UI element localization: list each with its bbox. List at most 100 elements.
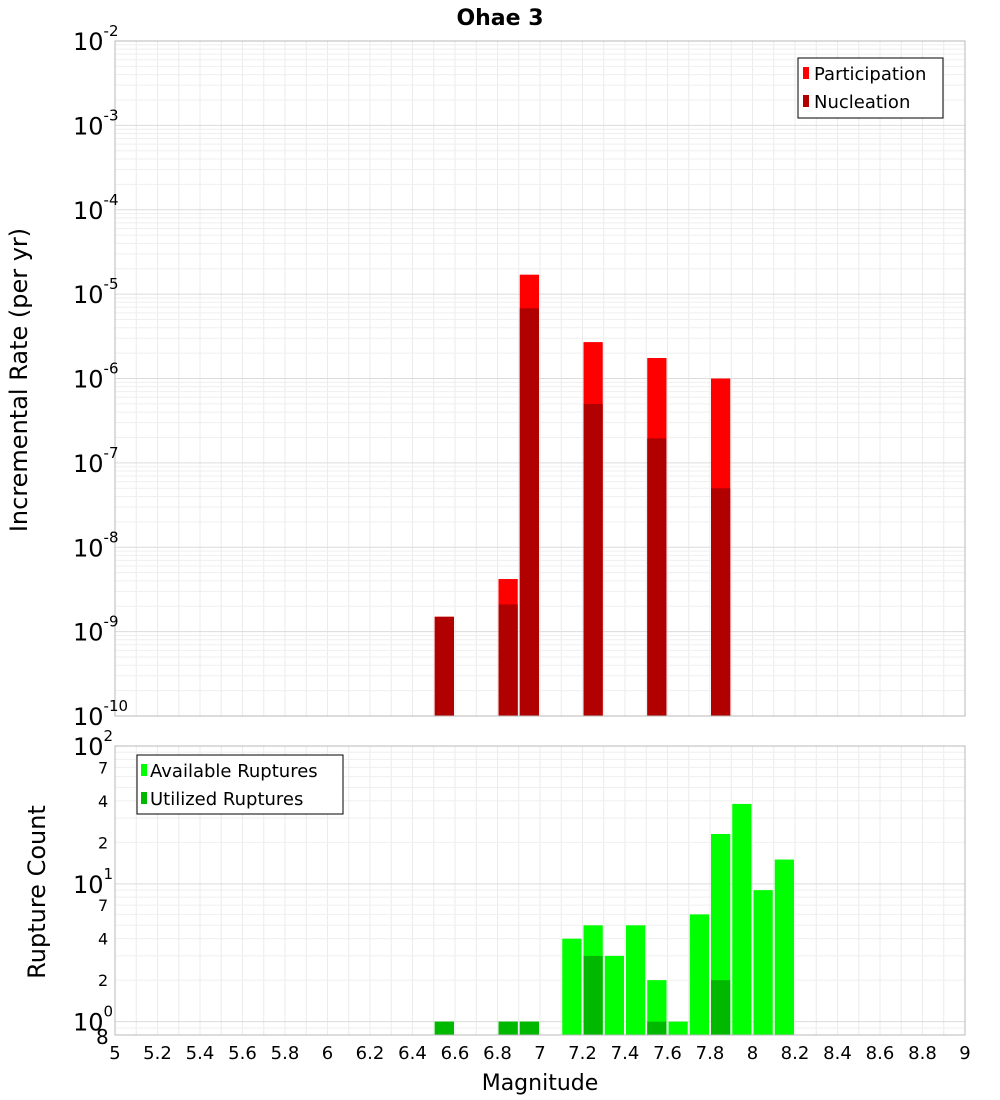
tick-base: 10: [73, 619, 104, 647]
tick-exponent: -6: [104, 360, 119, 378]
bar-utilized-ruptures: [647, 1021, 667, 1035]
legend: Participation Nucleation: [797, 57, 944, 119]
y-tick-label: 100: [73, 1003, 113, 1037]
bar-utilized-ruptures: [498, 1021, 518, 1035]
x-tick-label: 8.6: [866, 1043, 895, 1064]
count-plot-frame: [114, 745, 966, 1036]
tick-exponent: -2: [104, 22, 119, 40]
y-tick-label: 102: [73, 727, 113, 761]
tick-exponent: 2: [104, 727, 114, 745]
legend-swatch: [141, 764, 147, 776]
bar-available-ruptures: [668, 1021, 688, 1035]
bar-available-ruptures: [562, 938, 582, 1035]
bar-nucleation: [711, 488, 731, 716]
x-tick-label: 7.6: [653, 1043, 682, 1064]
x-tick-label: 5.8: [271, 1043, 300, 1064]
tick-base: 10: [73, 871, 104, 899]
bar-available-ruptures: [753, 890, 773, 1035]
y-tick-label: 10-2: [73, 22, 119, 56]
y-minor-tick-label: 7: [98, 758, 108, 777]
legend-label: Nucleation: [814, 92, 910, 113]
x-tick-label: 7.4: [611, 1043, 640, 1064]
bar-utilized-ruptures: [711, 980, 731, 1035]
legend-swatch: [141, 792, 147, 804]
x-tick-label: 8.2: [781, 1043, 810, 1064]
rate-plot-frame: [114, 40, 966, 717]
bar-utilized-ruptures: [434, 1021, 454, 1035]
tick-base: 10: [73, 733, 104, 761]
y-minor-tick-label: 8: [96, 1025, 109, 1049]
x-tick-label: 5: [109, 1043, 120, 1064]
x-tick-label: 6.6: [441, 1043, 470, 1064]
tick-base: 10: [73, 450, 104, 478]
tick-base: 10: [73, 703, 104, 731]
x-tick-label: 6.4: [398, 1043, 427, 1064]
y-minor-tick-label: 7: [98, 896, 108, 915]
x-tick-labels: 5 5.2 5.4 5.6 5.8 6 6.2 6.4 6.6 6.8 7 7.2 7.4 7.6 7.8 8…: [109, 1043, 970, 1064]
y-axis-label: Rupture Count: [23, 805, 51, 979]
tick-base: 10: [73, 534, 104, 562]
y-tick-label: 10-9: [73, 613, 119, 647]
y-tick-label: 10-8: [73, 528, 119, 562]
bar-utilized-ruptures: [583, 955, 603, 1035]
x-tick-label: 8.8: [908, 1043, 937, 1064]
x-tick-label: 6: [322, 1043, 333, 1064]
x-axis-label: Magnitude: [482, 1071, 599, 1096]
x-tick-label: 5.2: [143, 1043, 172, 1064]
y-tick-label: 10-5: [73, 275, 119, 309]
x-tick-label: 9: [959, 1043, 970, 1064]
series-utilized-ruptures: [434, 955, 731, 1035]
tick-base: 10: [73, 197, 104, 225]
y-tick-label: 10-10: [73, 697, 128, 731]
y-tick-label: 10-7: [73, 444, 119, 478]
bar-available-ruptures: [647, 980, 667, 1035]
y-tick-label: 10-6: [73, 360, 119, 394]
y-minor-tick-label: 2: [98, 971, 108, 990]
y-minor-tick-label: 4: [98, 792, 108, 811]
bar-available-ruptures: [626, 925, 646, 1035]
tick-exponent: -10: [104, 697, 129, 715]
x-tick-label: 7.2: [568, 1043, 597, 1064]
y-axis-label: Incremental Rate (per yr): [5, 228, 33, 532]
bar-nucleation: [519, 308, 539, 716]
tick-exponent: -8: [104, 528, 119, 546]
x-tick-label: 5.6: [228, 1043, 257, 1064]
x-tick-label: 5.4: [186, 1043, 215, 1064]
series-nucleation: [434, 308, 731, 716]
x-tick-label: 8.4: [823, 1043, 852, 1064]
x-tick-label: 6.2: [356, 1043, 385, 1064]
x-tick-label: 7.8: [696, 1043, 725, 1064]
legend-label: Utilized Ruptures: [150, 789, 303, 810]
legend-swatch: [803, 95, 809, 107]
x-tick-label: 8: [747, 1043, 758, 1064]
legend-label: Available Ruptures: [150, 761, 318, 782]
tick-exponent: -5: [104, 275, 119, 293]
bar-nucleation: [583, 403, 603, 716]
legend-box: [136, 754, 344, 815]
tick-exponent: 1: [104, 865, 114, 883]
y-tick-label: 101: [73, 865, 113, 899]
y-minor-tick-label: 2: [98, 833, 108, 852]
bar-available-ruptures: [732, 803, 752, 1035]
tick-base: 10: [73, 366, 104, 394]
tick-base: 10: [73, 112, 104, 140]
tick-exponent: -3: [104, 106, 119, 124]
y-minor-tick-label: 4: [98, 930, 108, 949]
tick-base: 10: [73, 281, 104, 309]
bar-nucleation: [647, 438, 667, 716]
bar-utilized-ruptures: [519, 1021, 539, 1035]
bar-available-ruptures: [774, 859, 794, 1035]
bar-available-ruptures: [689, 914, 709, 1035]
legend-swatch: [803, 67, 809, 79]
legend: Available Ruptures Utilized Ruptures: [136, 754, 344, 815]
tick-exponent: -7: [104, 444, 119, 462]
tick-exponent: 0: [104, 1003, 114, 1021]
legend-box: [797, 57, 944, 119]
y-tick-label: 10-3: [73, 106, 119, 140]
tick-base: 10: [73, 1009, 104, 1037]
